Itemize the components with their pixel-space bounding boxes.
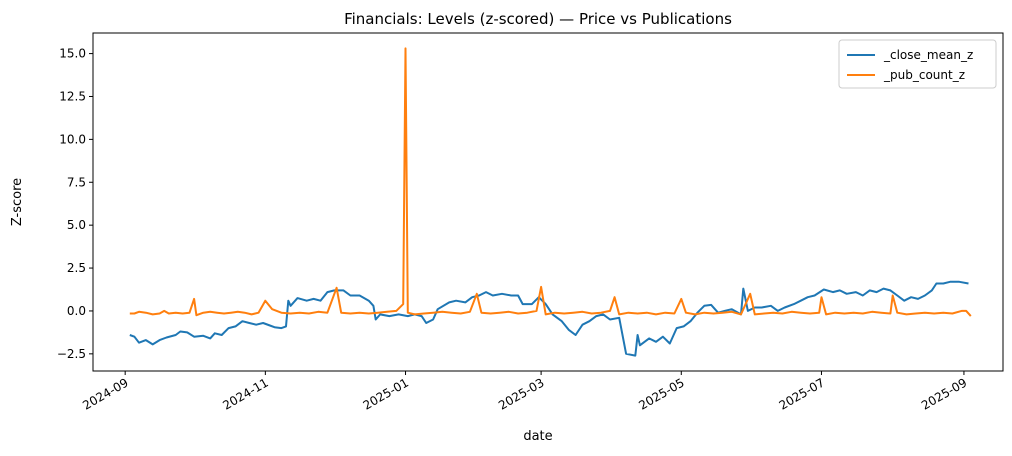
y-axis: −2.5 0.0 2.5 5.0 7.5 10.0 12.5 15.0 (57, 47, 93, 361)
x-axis-label: date (523, 429, 552, 444)
legend: _close_mean_z _pub_count_z (838, 39, 997, 89)
y-tick-label: −2.5 (57, 347, 86, 361)
y-tick-label: 7.5 (67, 175, 86, 189)
y-tick-label: 0.0 (67, 304, 86, 318)
y-tick-label: 12.5 (59, 89, 86, 103)
y-tick-label: 5.0 (67, 218, 86, 232)
y-axis-label: Z-score (10, 178, 25, 226)
plot-area (129, 47, 972, 357)
series-line-0 (129, 280, 969, 357)
y-tick-label: 15.0 (59, 47, 86, 61)
legend-frame (838, 39, 997, 89)
chart-title: Financials: Levels (z-scored) — Price vs… (344, 10, 732, 28)
y-tick-label: 2.5 (67, 261, 86, 275)
legend-label: _pub_count_z (883, 68, 965, 82)
y-tick-label: 10.0 (59, 132, 86, 146)
legend-label: _close_mean_z (883, 48, 973, 62)
axes-frame (92, 32, 1004, 372)
series-line-1 (129, 47, 972, 317)
